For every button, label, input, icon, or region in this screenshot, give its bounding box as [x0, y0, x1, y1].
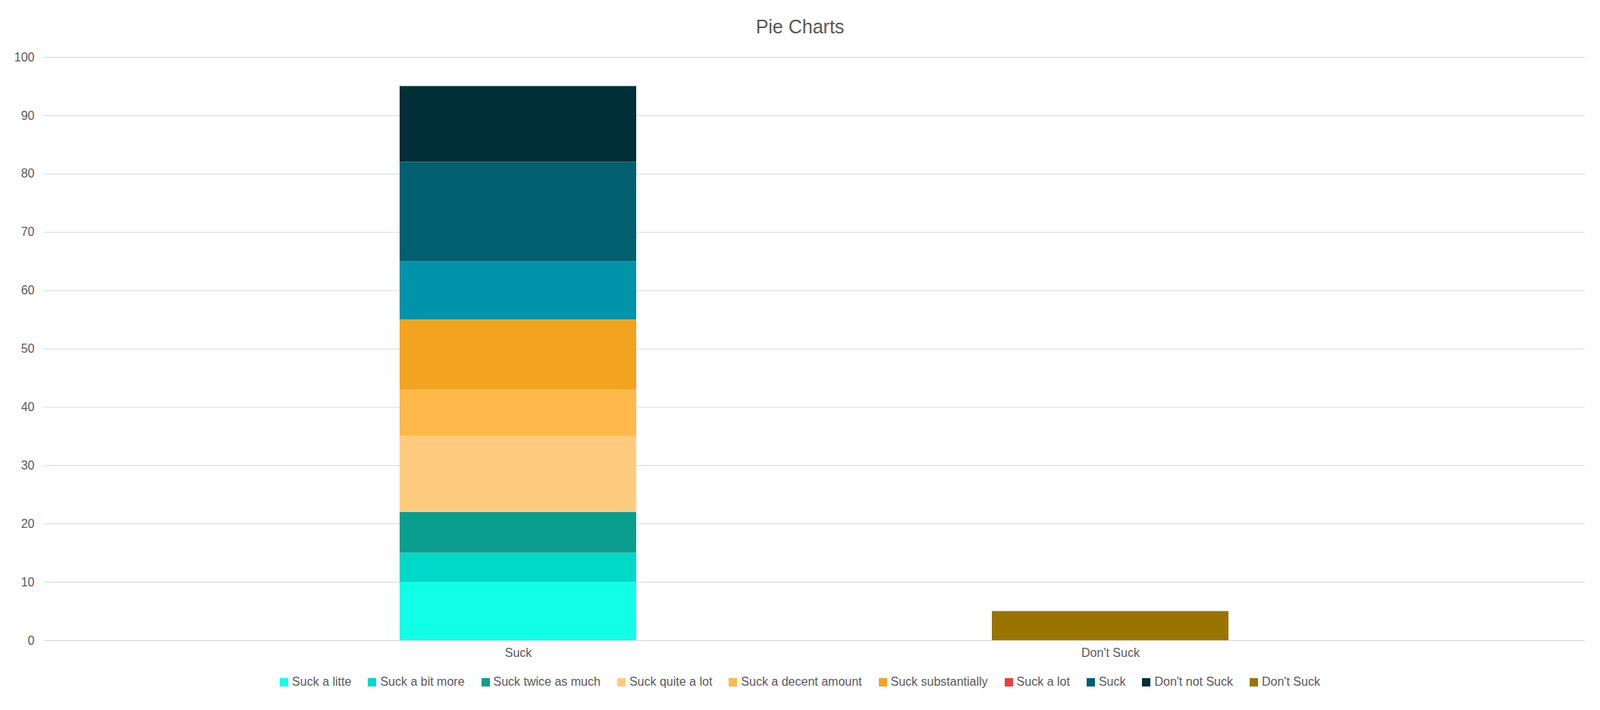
html-text:Suck substantially: Suck substantially: [890, 674, 988, 688]
svg-text:0: 0: [28, 633, 35, 647]
svg-text:60: 60: [21, 283, 35, 297]
html-text:Suck a litte: Suck a litte: [292, 674, 352, 688]
html-text:Suck a lot: Suck a lot: [1016, 674, 1070, 688]
html-text:Suck: Suck: [1098, 674, 1126, 688]
html-text:Don't not Suck: Don't not Suck: [1154, 674, 1233, 688]
svg-text:90: 90: [21, 109, 35, 123]
svg-text:50: 50: [21, 341, 35, 355]
html-text:Suck quite a lot: Suck quite a lot: [629, 674, 713, 688]
svg-text:20: 20: [21, 517, 35, 531]
html-text:Suck a decent amount: Suck a decent amount: [741, 674, 862, 688]
svg-text:Don't Suck: Don't Suck: [1081, 646, 1141, 659]
html-text:Suck twice as much: Suck twice as much: [493, 674, 601, 688]
html-text:Suck a bit more: Suck a bit more: [380, 674, 465, 688]
html-text:Don't Suck: Don't Suck: [1261, 674, 1321, 688]
svg-text:70: 70: [21, 225, 35, 239]
svg-text:10: 10: [21, 575, 35, 589]
svg-text:30: 30: [21, 458, 35, 472]
html-text:Pie Charts: Pie Charts: [755, 15, 845, 38]
svg-text:80: 80: [21, 166, 35, 180]
svg-text:40: 40: [21, 400, 35, 414]
svg-text:Suck: Suck: [505, 646, 534, 659]
svg-text:100: 100: [14, 50, 35, 64]
